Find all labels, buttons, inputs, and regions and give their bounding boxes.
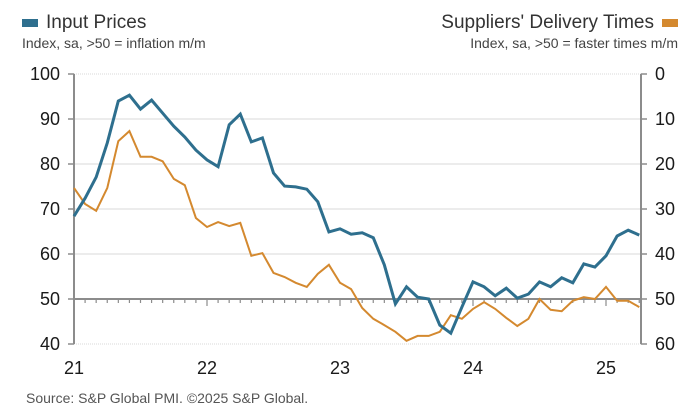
x-axis-label: 23 (330, 358, 350, 378)
left-axis-label: 80 (40, 154, 60, 174)
left-axis-label: 100 (30, 64, 60, 84)
right-axis-label: 60 (655, 334, 675, 354)
series-line-delivery-times (73, 129, 640, 342)
left-axis-label: 50 (40, 289, 60, 309)
legend-subtitle-delivery-times: Index, sa, >50 = faster times m/m (470, 35, 678, 51)
right-axis-label: 30 (655, 199, 675, 219)
legend-label-delivery-times: Suppliers' Delivery Times (441, 12, 654, 33)
right-axis-label: 50 (655, 289, 675, 309)
left-axis-label: 40 (40, 334, 60, 354)
left-axis-label: 90 (40, 109, 60, 129)
x-axis-label: 24 (463, 358, 483, 378)
x-axis-label: 25 (596, 358, 616, 378)
x-axis-label: 22 (197, 358, 217, 378)
right-axis-label: 20 (655, 154, 675, 174)
legend-swatch-delivery-times (662, 19, 678, 27)
legend-subtitle-input-prices: Index, sa, >50 = inflation m/m (22, 35, 206, 51)
left-axis-label: 60 (40, 244, 60, 264)
source-note: Source: S&P Global PMI. ©2025 S&P Global… (26, 390, 309, 406)
left-axis-label: 70 (40, 199, 60, 219)
x-axis-label: 21 (64, 358, 84, 378)
legend-delivery-times: Suppliers' Delivery Times Index, sa, >50… (441, 12, 678, 52)
legend-input-prices: Input Prices Index, sa, >50 = inflation … (22, 12, 206, 52)
right-axis-label: 0 (655, 64, 665, 84)
series-line-input-prices (72, 93, 640, 336)
legend-label-input-prices: Input Prices (46, 12, 147, 33)
right-axis-label: 10 (655, 109, 675, 129)
legend-swatch-input-prices (22, 19, 38, 27)
right-axis-label: 40 (655, 244, 675, 264)
